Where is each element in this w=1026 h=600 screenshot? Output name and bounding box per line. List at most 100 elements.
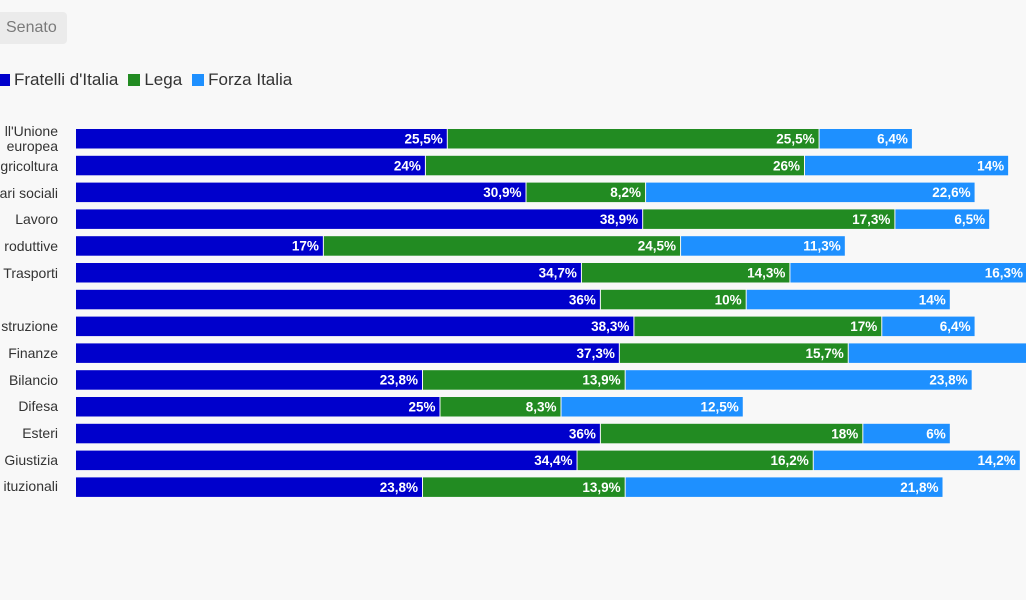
bar-segment [813, 450, 1020, 471]
bar-segment [423, 477, 625, 497]
bar-segment [848, 343, 1026, 363]
bar-segment [76, 209, 643, 229]
bar-segment [76, 263, 581, 283]
bar-segment [76, 343, 619, 363]
data-label: 24,5% [638, 239, 676, 254]
bar-segment [76, 236, 323, 256]
data-label: 16,2% [770, 453, 808, 468]
data-label: 6,5% [954, 212, 985, 227]
data-label: 6,4% [877, 132, 908, 147]
category-label: Bilancio [9, 372, 58, 388]
bar-segment [581, 263, 790, 283]
legend-item-lega[interactable]: Lega [128, 70, 182, 90]
bar-segment [76, 129, 447, 149]
category-label: Trasporti [3, 265, 58, 281]
data-label: 15,7% [805, 346, 843, 361]
legend-swatch-lega [128, 74, 141, 86]
data-label: 24% [394, 158, 421, 173]
category-label: gricoltura [0, 158, 58, 174]
category-label: ll'Unione [5, 123, 58, 139]
data-label: 8,3% [526, 400, 557, 415]
data-label: 21,8% [900, 480, 938, 495]
legend-item-fratelli[interactable]: Fratelli d'Italia [0, 70, 118, 90]
bar-segment [600, 289, 746, 310]
bar-segment [805, 155, 1009, 176]
data-label: 8,2% [610, 185, 641, 200]
data-label: 6% [926, 426, 946, 441]
data-label: 22,6% [932, 185, 970, 200]
data-label: 13,9% [582, 373, 620, 388]
legend-label-fratelli: Fratelli d'Italia [14, 70, 119, 89]
data-label: 17,3% [852, 212, 890, 227]
bar-segment [561, 397, 743, 417]
legend-label-forza: Forza Italia [208, 70, 293, 89]
data-label: 17% [292, 239, 319, 254]
legend-item-forza[interactable]: Forza Italia [192, 70, 292, 90]
data-label: 14,3% [747, 266, 785, 281]
bar-segment [746, 289, 950, 310]
bar-segment [425, 155, 804, 176]
data-label: 14% [977, 158, 1004, 173]
data-label: 14,2% [978, 453, 1016, 468]
bar-segment [863, 423, 950, 444]
data-label: 17% [850, 319, 877, 334]
data-label: 25,5% [776, 132, 814, 147]
data-label: 34,7% [539, 266, 577, 281]
bar-segment [76, 370, 423, 390]
category-label: Giustizia [4, 452, 58, 468]
data-label: 25,5% [405, 132, 443, 147]
data-label: 30,9% [483, 185, 521, 200]
data-label: 38,9% [600, 212, 638, 227]
category-label: ituzionali [4, 478, 58, 494]
bar-segment [577, 450, 813, 471]
data-label: 23,8% [380, 480, 418, 495]
data-label: 14% [919, 292, 946, 307]
data-label: 26% [773, 158, 800, 173]
bar-segment [76, 450, 577, 471]
data-label: 16,3% [985, 266, 1023, 281]
bar-segment [882, 316, 975, 337]
data-label: 37,3% [577, 346, 615, 361]
legend-swatch-fratelli [0, 74, 10, 86]
data-label: 23,8% [380, 373, 418, 388]
bar-segment [440, 397, 561, 417]
chart-legend: Fratelli d'Italia Lega Forza Italia [0, 70, 302, 90]
category-label: Lavoro [15, 211, 58, 227]
bar-segment [643, 209, 895, 229]
data-label: 13,9% [582, 480, 620, 495]
bar-segment [619, 343, 848, 363]
bar-segment [76, 289, 600, 310]
bar-segment [600, 423, 863, 444]
category-label: struzione [1, 318, 58, 334]
data-label: 6,4% [940, 319, 971, 334]
bar-segment [423, 370, 625, 390]
bar-segment [76, 316, 634, 337]
bar-segment [76, 477, 423, 497]
bar-segment [76, 397, 440, 417]
category-label: Esteri [22, 425, 58, 441]
category-label: Finanze [8, 345, 58, 361]
bar-segment [634, 316, 882, 337]
data-label: 38,3% [591, 319, 629, 334]
bar-segment [323, 236, 681, 256]
category-label: roduttive [4, 238, 58, 254]
bar-segment [625, 370, 972, 390]
bar-segment [526, 182, 646, 203]
data-label: 10% [715, 292, 742, 307]
data-label: 34,4% [534, 453, 572, 468]
bar-segment [625, 477, 943, 497]
category-label: ari sociali [0, 185, 58, 201]
legend-swatch-forza [192, 74, 205, 86]
data-label: 36% [569, 426, 596, 441]
data-label: 36% [569, 292, 596, 307]
data-label: 12,5% [700, 400, 738, 415]
chamber-tab-senato[interactable]: Senato [0, 12, 67, 44]
bar-segment [447, 129, 819, 149]
legend-label-lega: Lega [144, 70, 183, 89]
bar-segment [681, 236, 845, 256]
bar-segment [76, 155, 425, 176]
bar-segment [646, 182, 975, 203]
data-label: 23,8% [929, 373, 967, 388]
category-label: Difesa [18, 398, 58, 414]
